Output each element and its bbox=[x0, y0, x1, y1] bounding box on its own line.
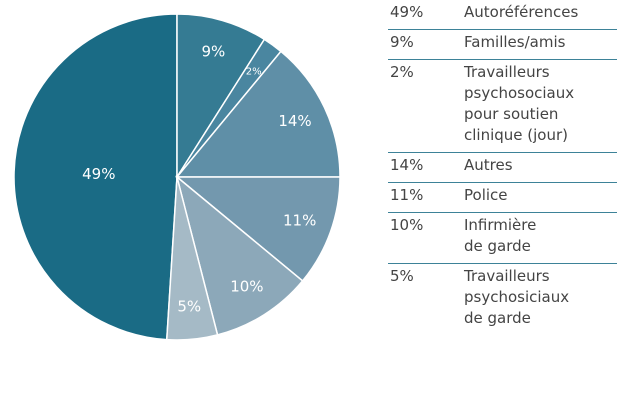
pie-slice bbox=[174, 176, 341, 282]
slice-label: 10% bbox=[230, 278, 263, 296]
legend-value: 2% bbox=[390, 63, 414, 81]
legend-row: 49% Autoréférences bbox=[388, 0, 617, 30]
legend-row: 14% Autres bbox=[388, 153, 617, 183]
legend-label: Autoréférences bbox=[464, 3, 579, 21]
legend-label: Infirmière de garde bbox=[464, 216, 537, 255]
legend-value: 5% bbox=[390, 267, 414, 285]
legend-label: Autres bbox=[464, 156, 513, 174]
legend-value: 9% bbox=[390, 33, 414, 51]
slice-label: 14% bbox=[278, 112, 311, 130]
legend-label: Police bbox=[464, 186, 508, 204]
legend-row: 11% Police bbox=[388, 183, 617, 213]
pie-chart: 49% 9% 2% 14% 11% 10% 5% bbox=[13, 13, 341, 341]
slice-label: 49% bbox=[82, 165, 115, 183]
legend-value: 10% bbox=[390, 216, 424, 234]
slice-label: 11% bbox=[283, 212, 316, 230]
slice-label: 9% bbox=[201, 42, 225, 60]
pie-slice bbox=[175, 174, 304, 336]
legend-value: 14% bbox=[390, 156, 424, 174]
pie-slice bbox=[176, 13, 266, 180]
legend-label: Travailleurs psychosociaux pour soutien … bbox=[464, 63, 575, 144]
legend-value: 11% bbox=[390, 186, 424, 204]
legend-row: 2% Travailleurs psychosociaux pour soutie… bbox=[388, 60, 617, 153]
legend-row: 9% Familles/amis bbox=[388, 30, 617, 60]
pie-slice bbox=[165, 176, 219, 341]
legend: 49% Autoréférences 9% Familles/amis 2% Travai… bbox=[388, 0, 617, 335]
legend-label: Familles/amis bbox=[464, 33, 566, 51]
legend-row: 5% Travailleurs psychosiciaux de garde bbox=[388, 264, 617, 336]
legend-label: Travailleurs psychosiciaux de garde bbox=[464, 267, 570, 327]
legend-row: 10% Infirmière de garde bbox=[388, 213, 617, 264]
legend-value: 49% bbox=[390, 3, 424, 21]
pie-slice bbox=[13, 13, 178, 341]
pie-slice bbox=[175, 50, 341, 178]
slice-label: 2% bbox=[246, 67, 262, 78]
slice-label: 5% bbox=[177, 297, 201, 315]
